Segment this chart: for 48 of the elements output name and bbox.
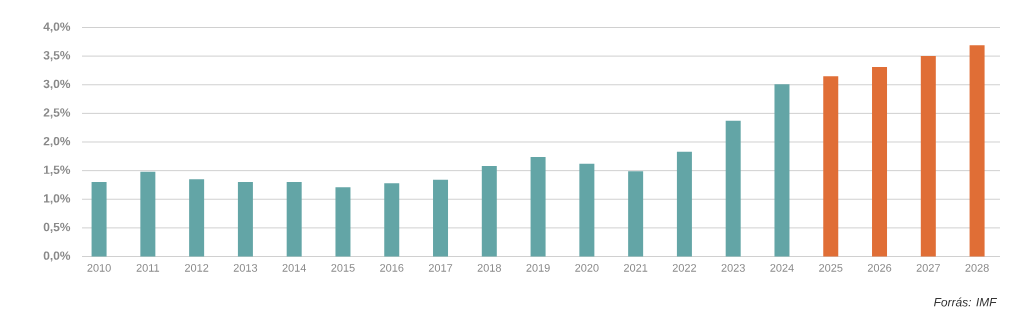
x-tick-label: 2019	[526, 264, 550, 272]
y-tick-label: 2,5%	[43, 108, 71, 119]
bar	[579, 163, 595, 257]
x-tick-label: 2020	[575, 264, 599, 272]
x-tick-label: 2017	[428, 264, 453, 272]
bar	[969, 45, 985, 257]
bar	[920, 56, 936, 257]
bar	[628, 171, 644, 257]
y-tick-label: 0,5%	[43, 222, 71, 233]
x-tick-label: 2018	[477, 264, 501, 272]
x-tick-label: 2011	[136, 264, 160, 272]
bar	[91, 182, 107, 257]
bar	[725, 120, 741, 257]
y-tick-label: 4,0%	[43, 22, 71, 33]
bar	[676, 151, 692, 257]
bar	[530, 156, 546, 257]
bar	[774, 84, 790, 257]
x-tick-label: 2013	[233, 264, 258, 272]
bar	[481, 166, 497, 257]
y-tick-label: 1,0%	[43, 194, 71, 205]
x-tick-label: 2026	[867, 264, 892, 272]
x-tick-label: 2015	[331, 264, 355, 272]
y-tick-label: 2,0%	[43, 136, 71, 148]
bar	[823, 76, 839, 257]
x-tick-label: 2010	[87, 264, 111, 272]
bar	[433, 179, 449, 257]
x-tick-label: 2012	[184, 264, 209, 272]
x-tick-label: 2014	[282, 264, 307, 272]
x-tick-label: 2021	[623, 264, 648, 272]
bar	[384, 183, 400, 257]
y-tick-label: 0,0%	[43, 251, 71, 262]
x-tick-label: 2016	[380, 264, 404, 272]
bar	[140, 171, 156, 257]
bar	[189, 179, 205, 257]
y-tick-label: 3,0%	[43, 79, 71, 90]
text: Forrás: IMF	[933, 297, 998, 307]
bar	[335, 187, 351, 257]
x-tick-label: 2025	[819, 264, 843, 272]
bar	[286, 182, 302, 257]
x-tick-label: 2022	[672, 264, 697, 272]
bar	[237, 182, 253, 257]
x-tick-label: 2027	[916, 264, 940, 272]
x-tick-label: 2024	[770, 264, 794, 272]
y-tick-label: 1,5%	[43, 165, 71, 176]
bar	[872, 67, 888, 257]
y-tick-label: 3,5%	[43, 51, 71, 62]
x-tick-label: 2023	[721, 264, 745, 272]
x-tick-label: 2028	[965, 264, 989, 272]
